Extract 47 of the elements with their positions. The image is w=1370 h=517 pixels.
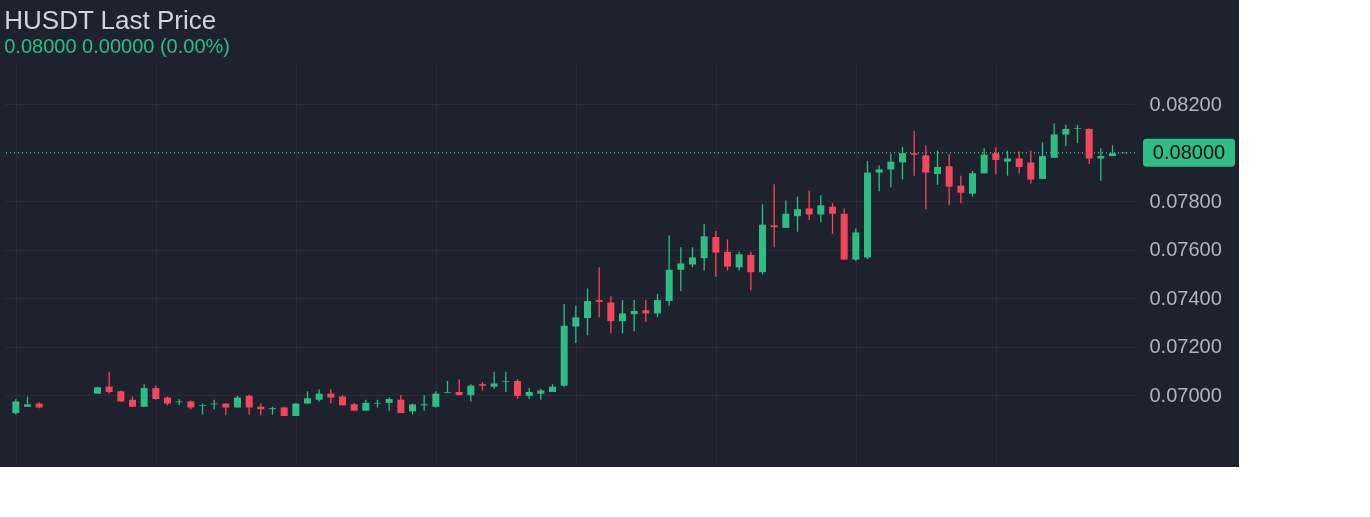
candlestick	[654, 293, 661, 318]
candlestick	[1062, 124, 1070, 147]
candlestick	[992, 146, 1000, 175]
candlestick	[969, 170, 976, 198]
candlestick	[1039, 141, 1046, 180]
candlestick	[572, 305, 580, 344]
candlestick	[1027, 150, 1035, 185]
candlestick	[642, 299, 650, 323]
y-tick-label: 0.07600	[1149, 238, 1222, 261]
candlestick	[689, 246, 696, 269]
candlestick	[735, 251, 743, 272]
candlestick	[105, 371, 113, 395]
candlestick	[899, 146, 906, 181]
candlestick	[595, 266, 603, 318]
y-tick-label: 0.07800	[1149, 189, 1222, 212]
candlestick	[875, 164, 883, 192]
candlestick	[607, 295, 615, 335]
candlestick	[817, 194, 825, 223]
y-tick-label: 0.07200	[1149, 335, 1222, 358]
ref-line-label: 0.08000	[1152, 140, 1226, 163]
candlestick	[630, 299, 638, 333]
candlestick	[945, 153, 953, 206]
candlestick	[724, 238, 731, 272]
candlestick	[502, 371, 510, 393]
candlestick	[829, 202, 836, 235]
candlestick	[957, 175, 965, 204]
candlestick	[782, 199, 790, 229]
candlestick	[712, 230, 720, 278]
candlestick	[700, 223, 708, 272]
candlestick	[794, 195, 801, 233]
candlestick	[1015, 150, 1023, 174]
candlestick	[514, 378, 521, 400]
candlestick	[770, 183, 778, 248]
candlestick	[922, 144, 930, 210]
candlestick	[805, 189, 813, 221]
y-tick-label: 0.07400	[1149, 286, 1222, 309]
candlestick	[619, 299, 626, 335]
y-tick-label: 0.07000	[1149, 383, 1222, 406]
chart-title: HUSDT Last Price	[4, 5, 217, 35]
candlestick	[747, 251, 755, 291]
candlestick	[140, 383, 148, 408]
candlestick	[584, 287, 591, 336]
y-tick-label: 0.08200	[1149, 92, 1222, 115]
candlestick	[245, 393, 253, 416]
chart-subtitle: 0.08000 0.00000 (0.00%)	[4, 35, 230, 57]
candlestick	[677, 246, 685, 292]
candlestick	[910, 129, 918, 177]
